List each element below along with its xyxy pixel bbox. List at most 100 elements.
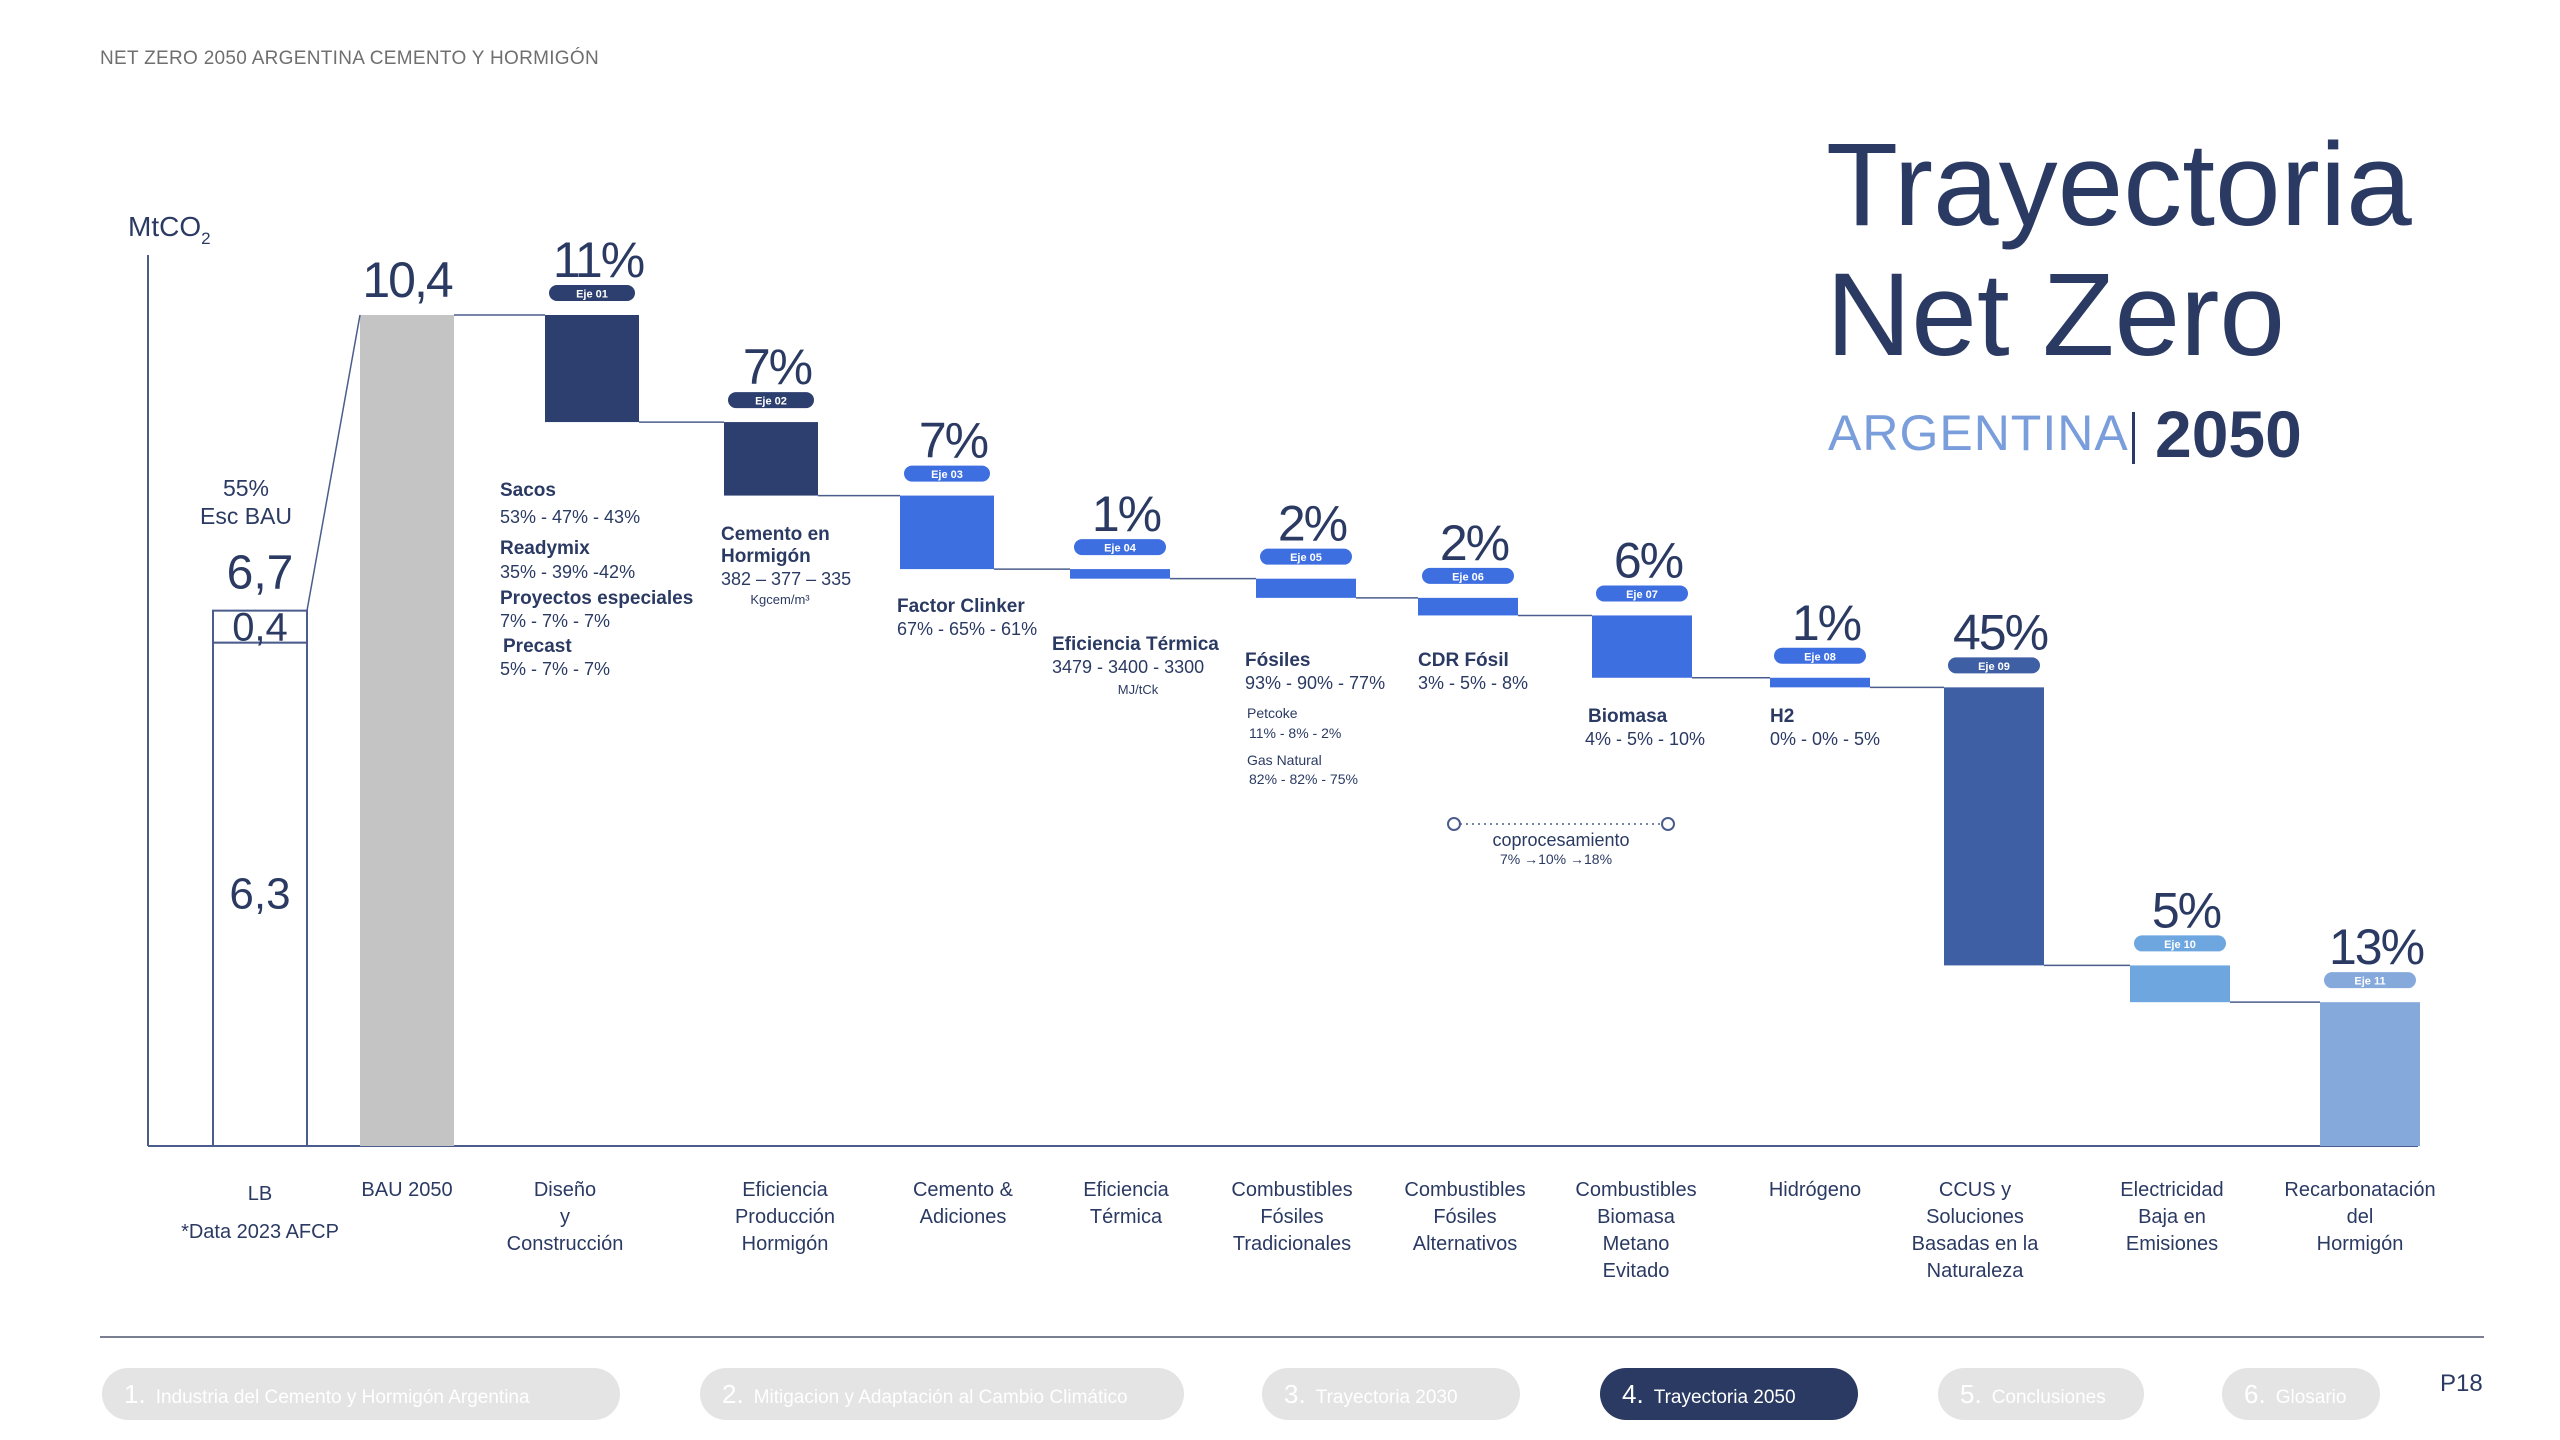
step-bar — [2130, 965, 2230, 1003]
annotation-value: 5% - 7% - 7% — [500, 659, 610, 679]
step-percent-label: 2% — [1440, 515, 1509, 571]
tab-conclusiones[interactable]: 5. Conclusiones — [1938, 1368, 2144, 1420]
subtitle-divider — [2132, 412, 2135, 464]
step-percent-label: 45% — [1953, 604, 2048, 660]
lb-side-note-line: Esc BAU — [200, 503, 292, 529]
annotation-sub: 11% - 8% - 2% — [1249, 725, 1341, 741]
annotation-value: 67% - 65% - 61% — [897, 619, 1037, 639]
page-number: P18 — [2440, 1370, 2483, 1397]
step-percent-label: 1% — [1092, 486, 1161, 542]
step-percent-label: 7% — [919, 413, 988, 469]
category-label-line: Basadas en la — [1912, 1233, 2040, 1255]
step-bar — [1070, 569, 1170, 579]
eje-pill-label: Eje 02 — [755, 396, 787, 408]
step-bar — [900, 495, 994, 570]
eje-pill-label: Eje 09 — [1978, 661, 2010, 673]
annotation-title-line: Cemento en — [721, 524, 830, 545]
lb-side-note-line: 55% — [223, 475, 269, 501]
category-label-line: Adiciones — [920, 1206, 1007, 1228]
tab-trayectoria-2050[interactable]: 4. Trayectoria 2050 — [1600, 1368, 1858, 1420]
category-label-line: y — [560, 1206, 570, 1228]
annotation-title-line: Hormigón — [721, 546, 811, 567]
step-percent-label: 7% — [743, 339, 812, 395]
eje-pill — [2134, 935, 2226, 952]
category-label-line: Diseño — [534, 1179, 596, 1201]
category-label-line: Hormigón — [742, 1233, 829, 1255]
category-label: Combustibles Biomasa Metano Evitado — [1575, 1179, 1696, 1282]
annotation-title: Proyectos especiales — [500, 588, 693, 609]
step-percent-label: 6% — [1614, 532, 1683, 588]
y-axis-label: MtCO2 — [128, 211, 211, 248]
annotation-unit: Kgcem/m³ — [750, 592, 810, 607]
category-label-line: del — [2347, 1206, 2374, 1228]
category-label: Recarbonatación del Hormigón — [2284, 1179, 2435, 1255]
eje-pill-label: Eje 05 — [1290, 552, 1322, 564]
tab-trayectoria-2030[interactable]: 3. Trayectoria 2030 — [1262, 1368, 1520, 1420]
eje-pill — [1422, 567, 1514, 584]
eje-pill — [1074, 539, 1166, 556]
step-bar — [1770, 677, 1870, 688]
tab-industria[interactable]: 1. Industria del Cemento y Hormigón Argen… — [102, 1368, 620, 1420]
category-label-line: Biomasa — [1597, 1206, 1676, 1228]
step-percent-label: 5% — [2152, 882, 2221, 938]
eje-pill — [549, 285, 635, 301]
annotation-value: 53% - 47% - 43% — [500, 507, 640, 527]
annotation-title: coprocesamiento — [1492, 830, 1629, 850]
eje-pill — [1260, 548, 1352, 565]
annotation-title: CDR Fósil — [1418, 650, 1509, 671]
coprocesamiento-start-marker — [1447, 817, 1461, 831]
annotation-title: Readymix — [500, 538, 590, 559]
document-header: NET ZERO 2050 ARGENTINA CEMENTO Y HORMIG… — [100, 48, 599, 69]
bau-bar — [360, 315, 454, 1146]
category-label-line: Metano — [1603, 1233, 1670, 1255]
category-label-line: Combustibles — [1404, 1179, 1525, 1201]
annotation-value: 93% - 90% - 77% — [1245, 673, 1385, 693]
lb-data-note: *Data 2023 AFCP — [181, 1221, 339, 1243]
step-bar — [1256, 578, 1356, 598]
annotation-value: 7% →10% →18% — [1500, 851, 1612, 867]
category-label: Eficiencia Producción Hormigón — [735, 1179, 835, 1255]
category-label-line: Electricidad — [2120, 1179, 2223, 1201]
annotation-title: Factor Clinker — [897, 596, 1025, 617]
step-bar — [724, 422, 818, 496]
tab-glosario[interactable]: 6. Glosario — [2222, 1368, 2380, 1420]
category-label-line: Evitado — [1603, 1260, 1670, 1282]
step-bar — [545, 315, 639, 423]
annotation-title: Precast — [503, 636, 572, 657]
slide-title: Trayectoria Net Zero — [1826, 120, 2412, 380]
eje-pill-label: Eje 01 — [576, 289, 608, 301]
category-label-line: Eficiencia — [1083, 1179, 1169, 1201]
eje-pill — [1596, 585, 1688, 602]
y-axis-label-subscript: 2 — [201, 229, 210, 248]
eje-pill-label: Eje 04 — [1104, 543, 1137, 555]
category-label-line: Recarbonatación — [2284, 1179, 2435, 1201]
category-label: CCUS y Soluciones Basadas en la Naturaleza — [1912, 1179, 2040, 1282]
eje-pill-label: Eje 07 — [1626, 589, 1658, 601]
annotation-title: H2 — [1770, 706, 1794, 727]
eje-pill — [1948, 657, 2040, 674]
category-label-line: Eficiencia — [742, 1179, 828, 1201]
category-label: Combustibles Fósiles Tradicionales — [1231, 1179, 1352, 1255]
category-label-line: Cemento & — [913, 1179, 1014, 1201]
category-label: LB — [248, 1183, 272, 1205]
annotation-sub: 82% - 82% - 75% — [1249, 771, 1358, 787]
eje-pill-label: Eje 08 — [1804, 651, 1836, 663]
annotation-value: 7% - 7% - 7% — [500, 611, 610, 631]
annotation-title: Fósiles — [1245, 650, 1310, 671]
category-label-line: Combustibles — [1575, 1179, 1696, 1201]
category-label-line: Alternativos — [1413, 1233, 1518, 1255]
annotation-sub: Petcoke — [1247, 705, 1298, 721]
category-label-line: Baja en — [2138, 1206, 2206, 1228]
category-label-line: Naturaleza — [1927, 1260, 2025, 1282]
slide-subtitle: ARGENTINA — [1828, 405, 2129, 461]
annotation-value: 4% - 5% - 10% — [1585, 729, 1705, 749]
category-label: Combustibles Fósiles Alternativos — [1404, 1179, 1525, 1255]
step-bar — [1592, 615, 1692, 678]
category-label: Cemento & Adiciones — [913, 1179, 1014, 1228]
lb-bar-segment — [212, 609, 308, 644]
eje-pill — [2324, 972, 2416, 989]
eje-pill — [1774, 647, 1866, 664]
tab-mitigacion[interactable]: 2. Mitigacion y Adaptación al Cambio Clim… — [700, 1368, 1184, 1420]
lb-segment-label: 6,3 — [229, 869, 290, 918]
category-label: Eficiencia Térmica — [1083, 1179, 1169, 1228]
